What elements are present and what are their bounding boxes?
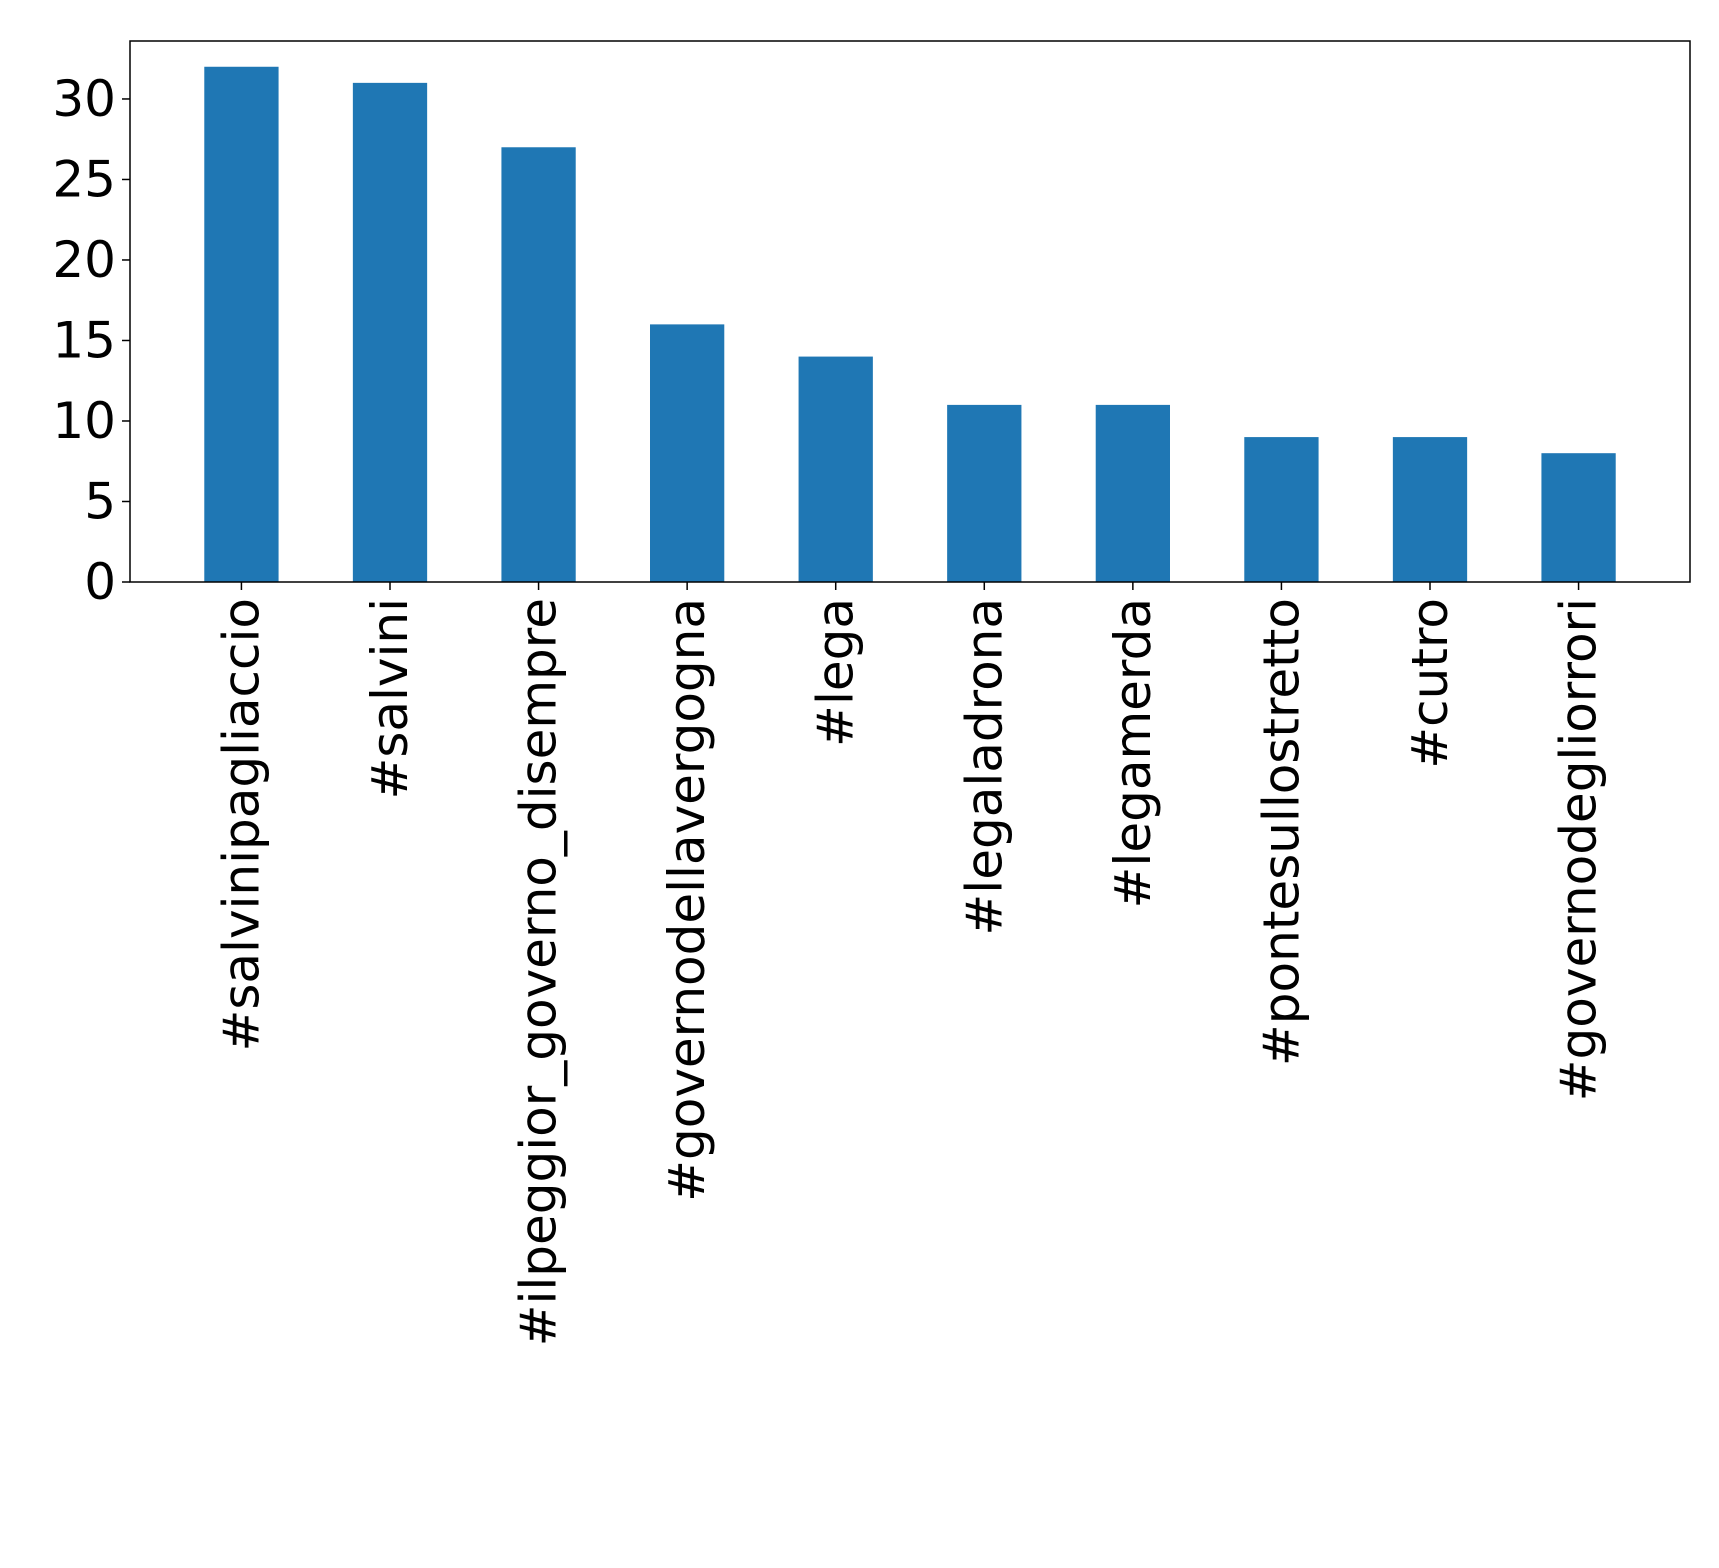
x-tick-label: #governodellavergogna [658, 598, 716, 1202]
bar-5 [798, 356, 873, 582]
x-tick-label: #legamerda [1104, 598, 1162, 908]
y-tick-label: 0 [84, 553, 116, 611]
x-tick-label: #lega [807, 598, 865, 747]
x-tick-label: #salvinipagliaccio [212, 598, 270, 1052]
x-tick-label: #pontesullostretto [1252, 598, 1310, 1066]
y-tick-label: 10 [52, 392, 116, 450]
x-tick-label: #cutro [1401, 598, 1459, 769]
x-tick-label: #ilpeggior_governo_disempre [510, 598, 568, 1346]
y-tick-label: 20 [52, 231, 116, 289]
y-tick-label: 5 [84, 472, 116, 530]
bar-2 [352, 82, 428, 582]
bar-3 [501, 147, 576, 582]
y-tick-label: 30 [52, 70, 116, 128]
x-tick-label: #legaladrona [955, 598, 1013, 936]
bar-8 [1244, 437, 1319, 582]
bars-layer [204, 66, 1616, 582]
bar-9 [1392, 437, 1468, 582]
y-tick-label: 25 [52, 150, 116, 208]
x-axis: #salvinipagliaccio #salvini #ilpeggior_gov… [212, 582, 1608, 1346]
x-tick-label: #salvini [361, 598, 419, 800]
bar-6 [947, 404, 1022, 582]
bar-4 [650, 324, 725, 582]
bar-1 [204, 66, 279, 582]
x-tick-label: #governodegliorrori [1550, 598, 1608, 1101]
y-axis: 0 5 10 15 20 25 30 [52, 70, 130, 611]
plot-frame [129, 40, 1691, 583]
bar-7 [1095, 404, 1170, 582]
bar-10 [1541, 453, 1616, 582]
y-tick-label: 15 [52, 311, 116, 369]
